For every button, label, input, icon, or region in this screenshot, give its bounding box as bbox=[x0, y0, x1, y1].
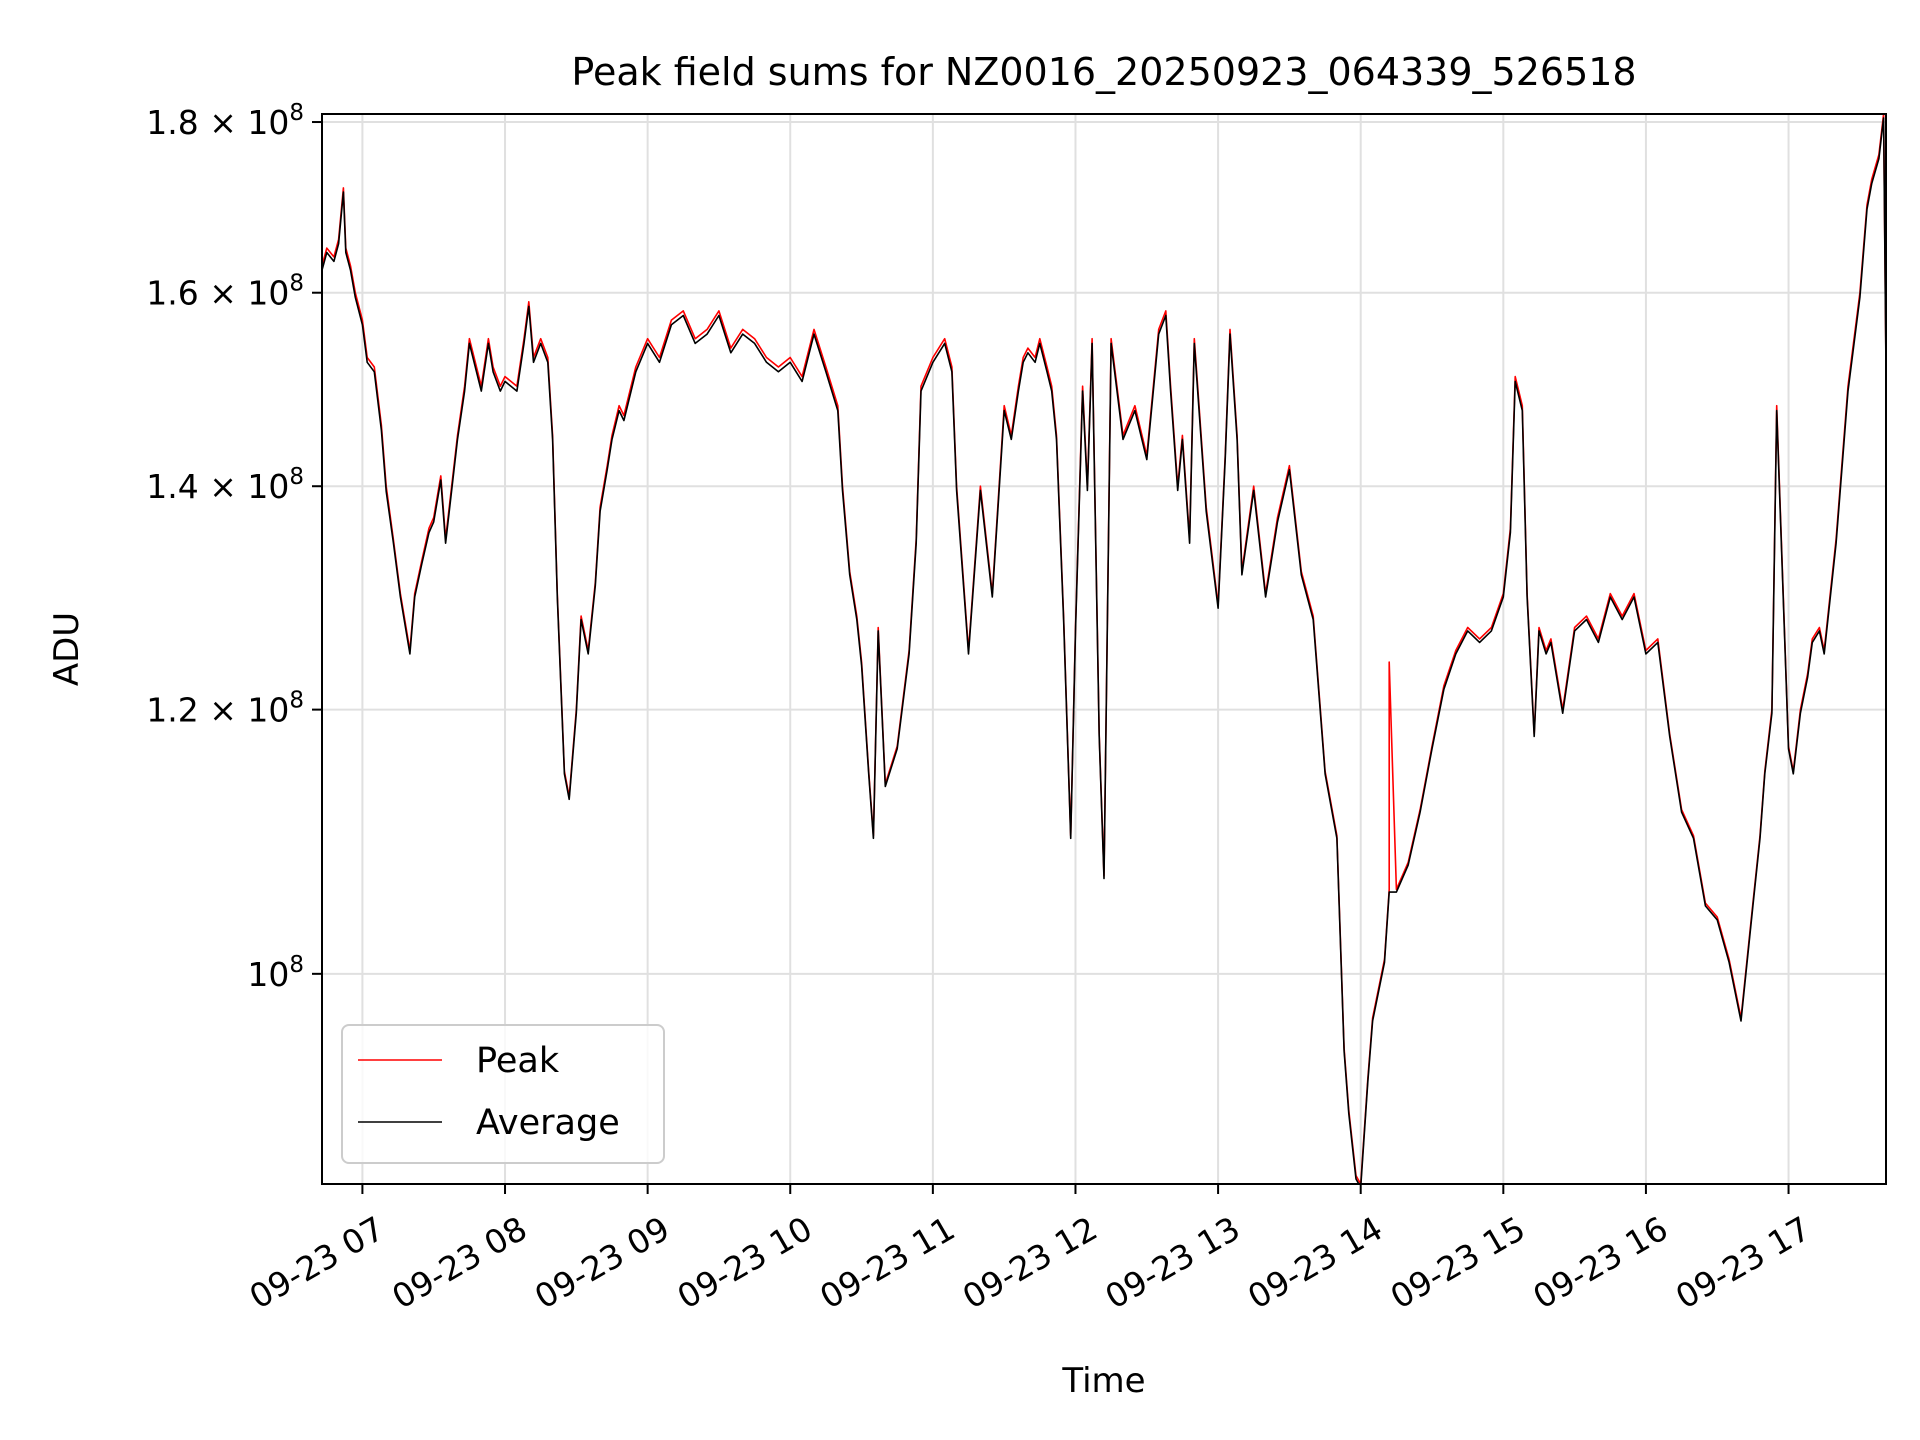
plot-frame bbox=[321, 113, 1887, 1185]
y-axis: 108 1.2 × 108 1.4 × 108 1.6 × 108 1.8 × 108 bbox=[146, 100, 322, 994]
chart-title: Peak field sums for NZ0016_20250923_0643… bbox=[571, 50, 1636, 94]
series-layer bbox=[322, 114, 1886, 1184]
y-tick-label: 1.2 × 108 bbox=[146, 688, 304, 730]
y-axis-label: ADU bbox=[47, 612, 87, 686]
y-tick-label: 1.4 × 108 bbox=[146, 464, 304, 506]
legend-label-average: Average bbox=[476, 1103, 620, 1143]
legend-label-peak: Peak bbox=[476, 1041, 560, 1081]
series-line-average bbox=[322, 117, 1886, 1184]
x-axis-label: Time bbox=[1061, 1361, 1145, 1401]
grid bbox=[322, 114, 1886, 1184]
y-tick-label: 108 bbox=[247, 952, 304, 994]
legend: Peak Average bbox=[341, 1024, 665, 1164]
y-tick-label: 1.6 × 108 bbox=[146, 271, 304, 313]
y-tick-label: 1.8 × 108 bbox=[146, 100, 304, 142]
